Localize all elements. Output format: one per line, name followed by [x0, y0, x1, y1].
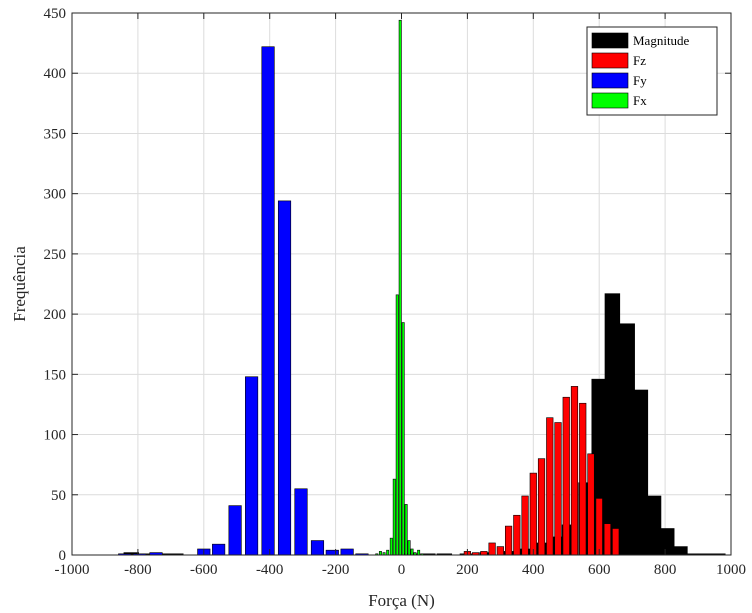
bar-fx-11: [410, 548, 414, 556]
x-axis-label: Força (N): [368, 591, 435, 610]
bar-fx-8: [401, 322, 405, 556]
bar-fz-2: [480, 551, 488, 556]
y-tick-label-4: 200: [44, 307, 67, 323]
tick-labels: -1000 -800 -600 -400 -200 0 200 400 600 800 1000 0 5…: [44, 6, 747, 578]
bar-fy-8: [245, 376, 259, 556]
bar-fx-9: [404, 504, 408, 556]
bar-fx-1: [378, 551, 382, 556]
legend-label-fy: Fy: [633, 73, 647, 88]
bar-fz-10: [546, 417, 554, 556]
legend: Magnitude Fz Fy Fx: [586, 26, 718, 116]
bar-fz-18: [612, 528, 620, 556]
x-tick-label-10: 1000: [716, 562, 746, 578]
legend-label-magnitude: Magnitude: [633, 33, 690, 48]
bar-fy-7: [228, 505, 242, 556]
x-tick-label-9: 800: [654, 562, 677, 578]
bar-fz-11: [554, 422, 562, 556]
y-tick-label-0: 0: [59, 548, 67, 564]
y-tick-label-7: 350: [44, 126, 67, 142]
y-tick-label-8: 400: [44, 66, 67, 82]
bar-fy-14: [340, 548, 354, 556]
legend-label-fz: Fz: [633, 53, 646, 68]
bar-fx-4: [389, 537, 393, 556]
bar-fx-10: [407, 540, 411, 556]
bar-magnitude-17: [619, 323, 635, 556]
y-tick-label-5: 250: [44, 247, 67, 263]
bar-fz-13: [570, 386, 579, 556]
bar-fz-12: [562, 396, 570, 556]
bar-fz-3: [488, 542, 496, 556]
bar-fx-7: [398, 19, 402, 556]
bar-fz-15: [587, 453, 595, 556]
y-tick-label-1: 50: [51, 488, 66, 504]
legend-label-fx: Fx: [633, 93, 647, 108]
x-tick-label-2: -600: [190, 562, 218, 578]
bar-fx-3: [386, 549, 390, 556]
bar-fy-13: [325, 549, 339, 556]
legend-swatch-fy: [591, 72, 629, 89]
y-tick-label-3: 150: [44, 367, 67, 383]
x-tick-label-0: -1000: [55, 562, 90, 578]
bar-fx-13: [417, 549, 421, 556]
bar-magnitude-18: [632, 389, 649, 556]
y-axis-label: Frequência: [10, 246, 29, 322]
x-tick-label-7: 400: [522, 562, 545, 578]
y-tick-label-6: 300: [44, 187, 67, 203]
bar-fz-7: [521, 495, 529, 556]
x-tick-label-3: -400: [256, 562, 284, 578]
series-fz: [463, 386, 620, 556]
bar-fy-12: [310, 540, 325, 556]
bar-fx-6: [395, 294, 399, 556]
bar-magnitude-19: [645, 495, 662, 556]
bar-magnitude-20: [659, 528, 675, 556]
legend-swatch-magnitude: [591, 32, 629, 49]
x-tick-label-1: -800: [124, 562, 152, 578]
y-tick-label-9: 450: [44, 6, 67, 22]
bar-magnitude-16: [604, 293, 621, 556]
x-tick-label-5: 0: [398, 562, 406, 578]
bar-fx-5: [392, 478, 396, 556]
bar-fz-9: [537, 458, 546, 556]
bar-fz-8: [529, 472, 537, 556]
bars: [118, 19, 726, 556]
x-tick-label-6: 200: [456, 562, 479, 578]
bar-fz-5: [504, 525, 513, 556]
legend-swatch-fx: [591, 92, 629, 109]
y-tick-label-2: 100: [44, 428, 67, 444]
bar-fy-11: [294, 488, 308, 556]
bar-fz-6: [513, 514, 521, 556]
bar-fz-16: [595, 498, 603, 556]
bar-fz-4: [496, 546, 504, 556]
bar-fy-6: [212, 543, 226, 556]
legend-swatch-fz: [591, 52, 629, 69]
bar-fz-17: [603, 523, 612, 556]
bar-fy-9: [261, 46, 275, 556]
bar-fy-10: [277, 200, 292, 556]
axes: [71, 12, 732, 556]
x-tick-label-4: -200: [322, 562, 350, 578]
bar-fz-14: [579, 402, 587, 556]
series-fy: [118, 46, 369, 556]
x-tick-label-8: 600: [588, 562, 611, 578]
